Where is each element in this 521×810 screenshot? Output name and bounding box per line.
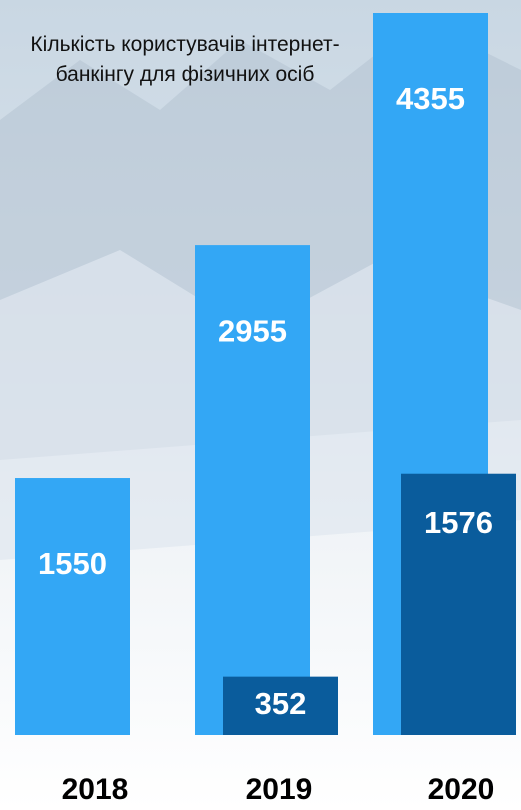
- value-label: 4355: [396, 81, 465, 116]
- value-label: 2955: [218, 313, 287, 348]
- chart-title: Кількість користувачів інтернет-банкінгу…: [30, 33, 340, 86]
- bar: [223, 676, 338, 735]
- value-label: 1550: [38, 546, 107, 581]
- bar: [401, 473, 516, 735]
- x-tick-label: 2020: [428, 773, 495, 806]
- value-label: 352: [255, 686, 307, 721]
- x-tick-label: 2018: [62, 773, 129, 806]
- bar: [15, 478, 130, 735]
- value-label: 1576: [424, 505, 493, 540]
- x-tick-label: 2019: [246, 773, 313, 806]
- bar: [195, 245, 310, 736]
